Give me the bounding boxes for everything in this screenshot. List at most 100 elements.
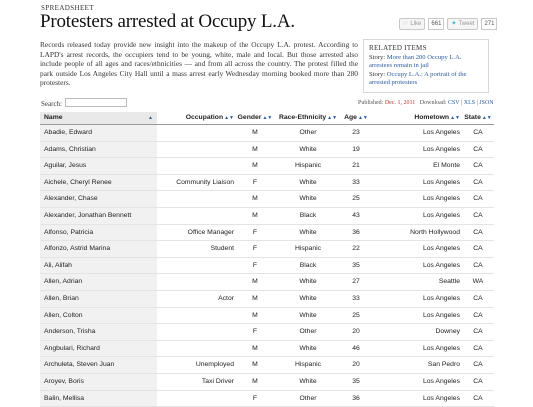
cell-age: 36 [342,391,370,407]
cell-gender: M [236,341,274,357]
cell-age: 33 [342,291,370,307]
cell-name: Anderson, Trisha [40,324,157,340]
sort-icon: ▲▼ [450,115,460,121]
published-label: Published: [358,100,383,106]
cell-age: 20 [342,357,370,373]
cell-gender: F [236,391,274,407]
cell-hometown: Seattle [370,274,462,290]
cell-gender: M [236,191,274,207]
cell-occupation: Actor [157,291,236,307]
cell-age: 20 [342,324,370,340]
related-items-title: RELATED ITEMS [369,44,483,52]
cell-race-ethnicity: White [274,274,342,290]
cell-hometown: Los Angeles [370,191,462,207]
column-header-race[interactable]: Race-Ethnicity▲▼ [274,112,342,124]
column-header-hometown[interactable]: Hometown▲▼ [370,112,462,124]
cell-name: Angbulari, Richard [40,341,157,357]
cell-race-ethnicity: Other [274,391,342,407]
column-header-gender[interactable]: Gender▲▼ [236,112,274,124]
cell-race-ethnicity: Black [274,258,342,274]
search-input[interactable] [65,98,127,107]
related-item: Story: Occupy L.A.: A portrait of the ar… [369,71,483,88]
like-button[interactable]: ☞ Like [399,18,425,30]
cell-state: CA [462,125,494,141]
cell-race-ethnicity: White [274,225,342,241]
cell-age: 33 [342,175,370,191]
cell-gender: F [236,258,274,274]
cell-name: Aichele, Cheryl Renee [40,175,157,191]
column-header-state[interactable]: State▲▼ [462,112,494,124]
cell-gender: F [236,241,274,257]
cell-gender: M [236,291,274,307]
cell-state: CA [462,158,494,174]
cell-race-ethnicity: White [274,308,342,324]
arrest-table: Name ▲ Occupation▲▼ Gender▲▼ Race-Ethnic… [40,112,494,407]
download-csv-link[interactable]: CSV [448,100,460,106]
cell-name: Allen, Adrian [40,274,157,290]
cell-state: CA [462,241,494,257]
cell-hometown: Los Angeles [370,142,462,158]
cell-state: CA [462,291,494,307]
cell-age: 43 [342,208,370,224]
tweet-label: Tweet [458,20,474,28]
cell-occupation: Unemployed [157,357,236,373]
cell-state: CA [462,341,494,357]
cell-state: CA [462,142,494,158]
cell-state: CA [462,374,494,390]
cell-race-ethnicity: White [274,374,342,390]
cell-gender: F [236,324,274,340]
cell-state: WA [462,274,494,290]
download-xls-link[interactable]: XLS [464,100,475,106]
cell-race-ethnicity: White [274,191,342,207]
cell-hometown: Los Angeles [370,241,462,257]
thumbs-up-icon: ☞ [403,20,408,28]
cell-state: CA [462,391,494,407]
cell-race-ethnicity: White [274,142,342,158]
column-header-age[interactable]: Age▲▼ [342,112,370,124]
column-header-occupation[interactable]: Occupation▲▼ [157,112,236,124]
cell-gender: M [236,158,274,174]
sort-icon: ▲▼ [358,115,368,121]
cell-age: 22 [342,241,370,257]
cell-state: CA [462,208,494,224]
cell-name: Balin, Mellisa [40,391,157,407]
cell-hometown: Los Angeles [370,125,462,141]
column-header-label: Occupation [186,114,223,121]
tweet-button[interactable]: ✦ Tweet [447,18,478,30]
table-header: Name ▲ Occupation▲▼ Gender▲▼ Race-Ethnic… [40,112,494,125]
cell-name: Ali, Alifah [40,258,157,274]
cell-state: CA [462,225,494,241]
publish-meta: Published: Dec. 1, 2011 Download: CSV | … [358,100,494,106]
sort-icon: ▲▼ [482,115,492,121]
twitter-bird-icon: ✦ [451,20,456,28]
cell-race-ethnicity: Other [274,324,342,340]
cell-gender: F [236,225,274,241]
column-header-name[interactable]: Name ▲ [40,112,157,124]
cell-hometown: North Hollywood [370,225,462,241]
cell-gender: M [236,308,274,324]
cell-state: CA [462,324,494,340]
cell-age: 27 [342,274,370,290]
like-label: Like [410,20,421,28]
cell-age: 21 [342,158,370,174]
cell-hometown: Los Angeles [370,175,462,191]
cell-occupation [157,308,236,324]
cell-occupation [157,341,236,357]
download-json-link[interactable]: JSON [479,100,493,106]
cell-state: CA [462,175,494,191]
cell-name: Aguilar, Jesus [40,158,157,174]
cell-occupation: Student [157,241,236,257]
cell-hometown: Los Angeles [370,208,462,224]
cell-name: Abadie, Edward [40,125,157,141]
